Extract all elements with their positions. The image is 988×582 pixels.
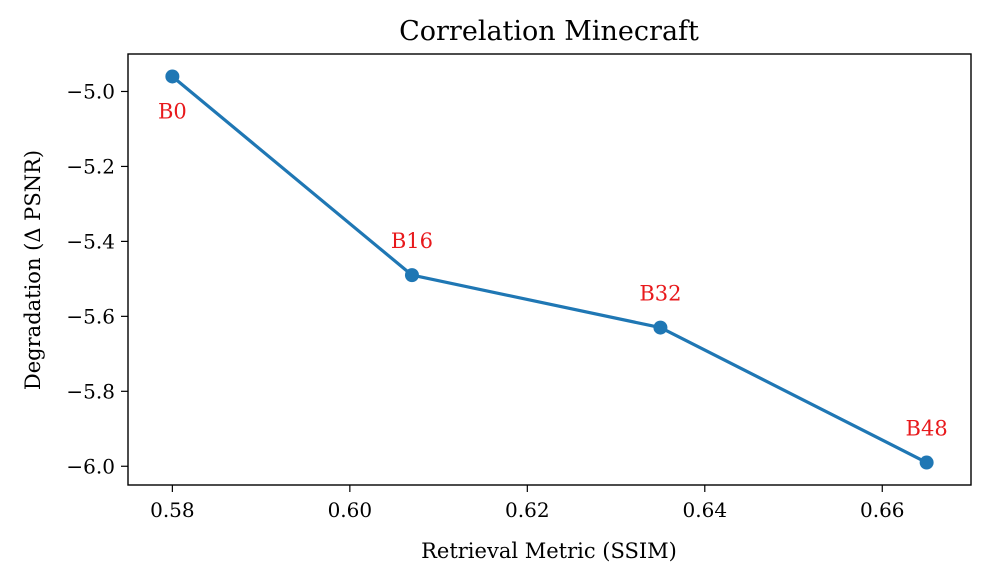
y-tick-label: −5.0 <box>66 79 115 103</box>
series-line <box>171 75 928 464</box>
data-point <box>165 69 180 84</box>
data-point-label: B32 <box>639 282 681 306</box>
x-tick-label: 0.60 <box>328 498 373 522</box>
y-tick-label: −5.2 <box>66 154 115 178</box>
data-point <box>404 268 419 283</box>
data-point-label: B0 <box>158 99 187 123</box>
x-tick-label: 0.62 <box>505 498 550 522</box>
data-point-label: B48 <box>906 417 948 441</box>
x-tick-label: 0.64 <box>683 498 728 522</box>
y-tick-label: −5.4 <box>66 229 115 253</box>
x-tick-label: 0.58 <box>150 498 195 522</box>
chart-title: Correlation Minecraft <box>399 16 699 47</box>
data-point <box>653 320 668 335</box>
data-point-label: B16 <box>391 229 433 253</box>
y-tick-label: −5.8 <box>66 379 115 403</box>
axes-frame <box>127 53 972 486</box>
x-axis-label: Retrieval Metric (SSIM) <box>421 539 677 563</box>
x-tick-label: 0.66 <box>860 498 905 522</box>
data-point <box>919 455 934 470</box>
plot-area: 0.58 0.60 0.62 0.64 0.66 −5.0 −5.2 −5.4 −5.6 −5.8… <box>66 53 972 522</box>
y-tick-label: −5.6 <box>66 304 115 328</box>
y-axis-label: Degradation (Δ PSNR) <box>21 150 45 390</box>
y-tick-label: −6.0 <box>66 454 115 478</box>
